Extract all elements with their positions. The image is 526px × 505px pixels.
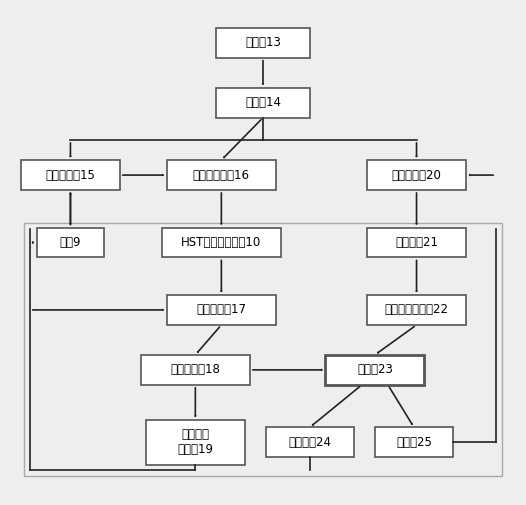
Text: 电磁离合器20: 电磁离合器20: [391, 169, 441, 182]
FancyBboxPatch shape: [266, 427, 354, 457]
Text: 开沟器轴21: 开沟器轴21: [395, 236, 438, 249]
Text: 调速执行机构16: 调速执行机构16: [193, 169, 250, 182]
Text: 开沟速度传感器22: 开沟速度传感器22: [385, 304, 449, 317]
Text: 电磁制动器17: 电磁制动器17: [196, 304, 246, 317]
FancyBboxPatch shape: [21, 160, 120, 190]
FancyBboxPatch shape: [216, 28, 310, 58]
FancyBboxPatch shape: [367, 295, 466, 325]
FancyBboxPatch shape: [375, 427, 453, 457]
Text: 电机驱动器15: 电机驱动器15: [45, 169, 95, 182]
FancyBboxPatch shape: [146, 420, 245, 465]
FancyBboxPatch shape: [161, 228, 281, 258]
FancyBboxPatch shape: [326, 355, 424, 385]
Text: HST无极变速系统10: HST无极变速系统10: [181, 236, 261, 249]
Text: 电机9: 电机9: [59, 236, 81, 249]
Text: 行走速度
传感器19: 行走速度 传感器19: [177, 428, 214, 457]
FancyBboxPatch shape: [167, 160, 276, 190]
Text: 继电器25: 继电器25: [396, 436, 432, 449]
FancyBboxPatch shape: [140, 355, 250, 385]
Text: 控制器23: 控制器23: [357, 364, 393, 376]
Text: 减速器14: 减速器14: [245, 96, 281, 109]
FancyBboxPatch shape: [37, 228, 104, 258]
FancyBboxPatch shape: [367, 160, 466, 190]
FancyBboxPatch shape: [167, 295, 276, 325]
Text: 报警系统24: 报警系统24: [288, 436, 331, 449]
FancyBboxPatch shape: [367, 228, 466, 258]
Text: 发动机13: 发动机13: [245, 36, 281, 49]
FancyBboxPatch shape: [216, 88, 310, 118]
Text: 行走驱动轴18: 行走驱动轴18: [170, 364, 220, 376]
